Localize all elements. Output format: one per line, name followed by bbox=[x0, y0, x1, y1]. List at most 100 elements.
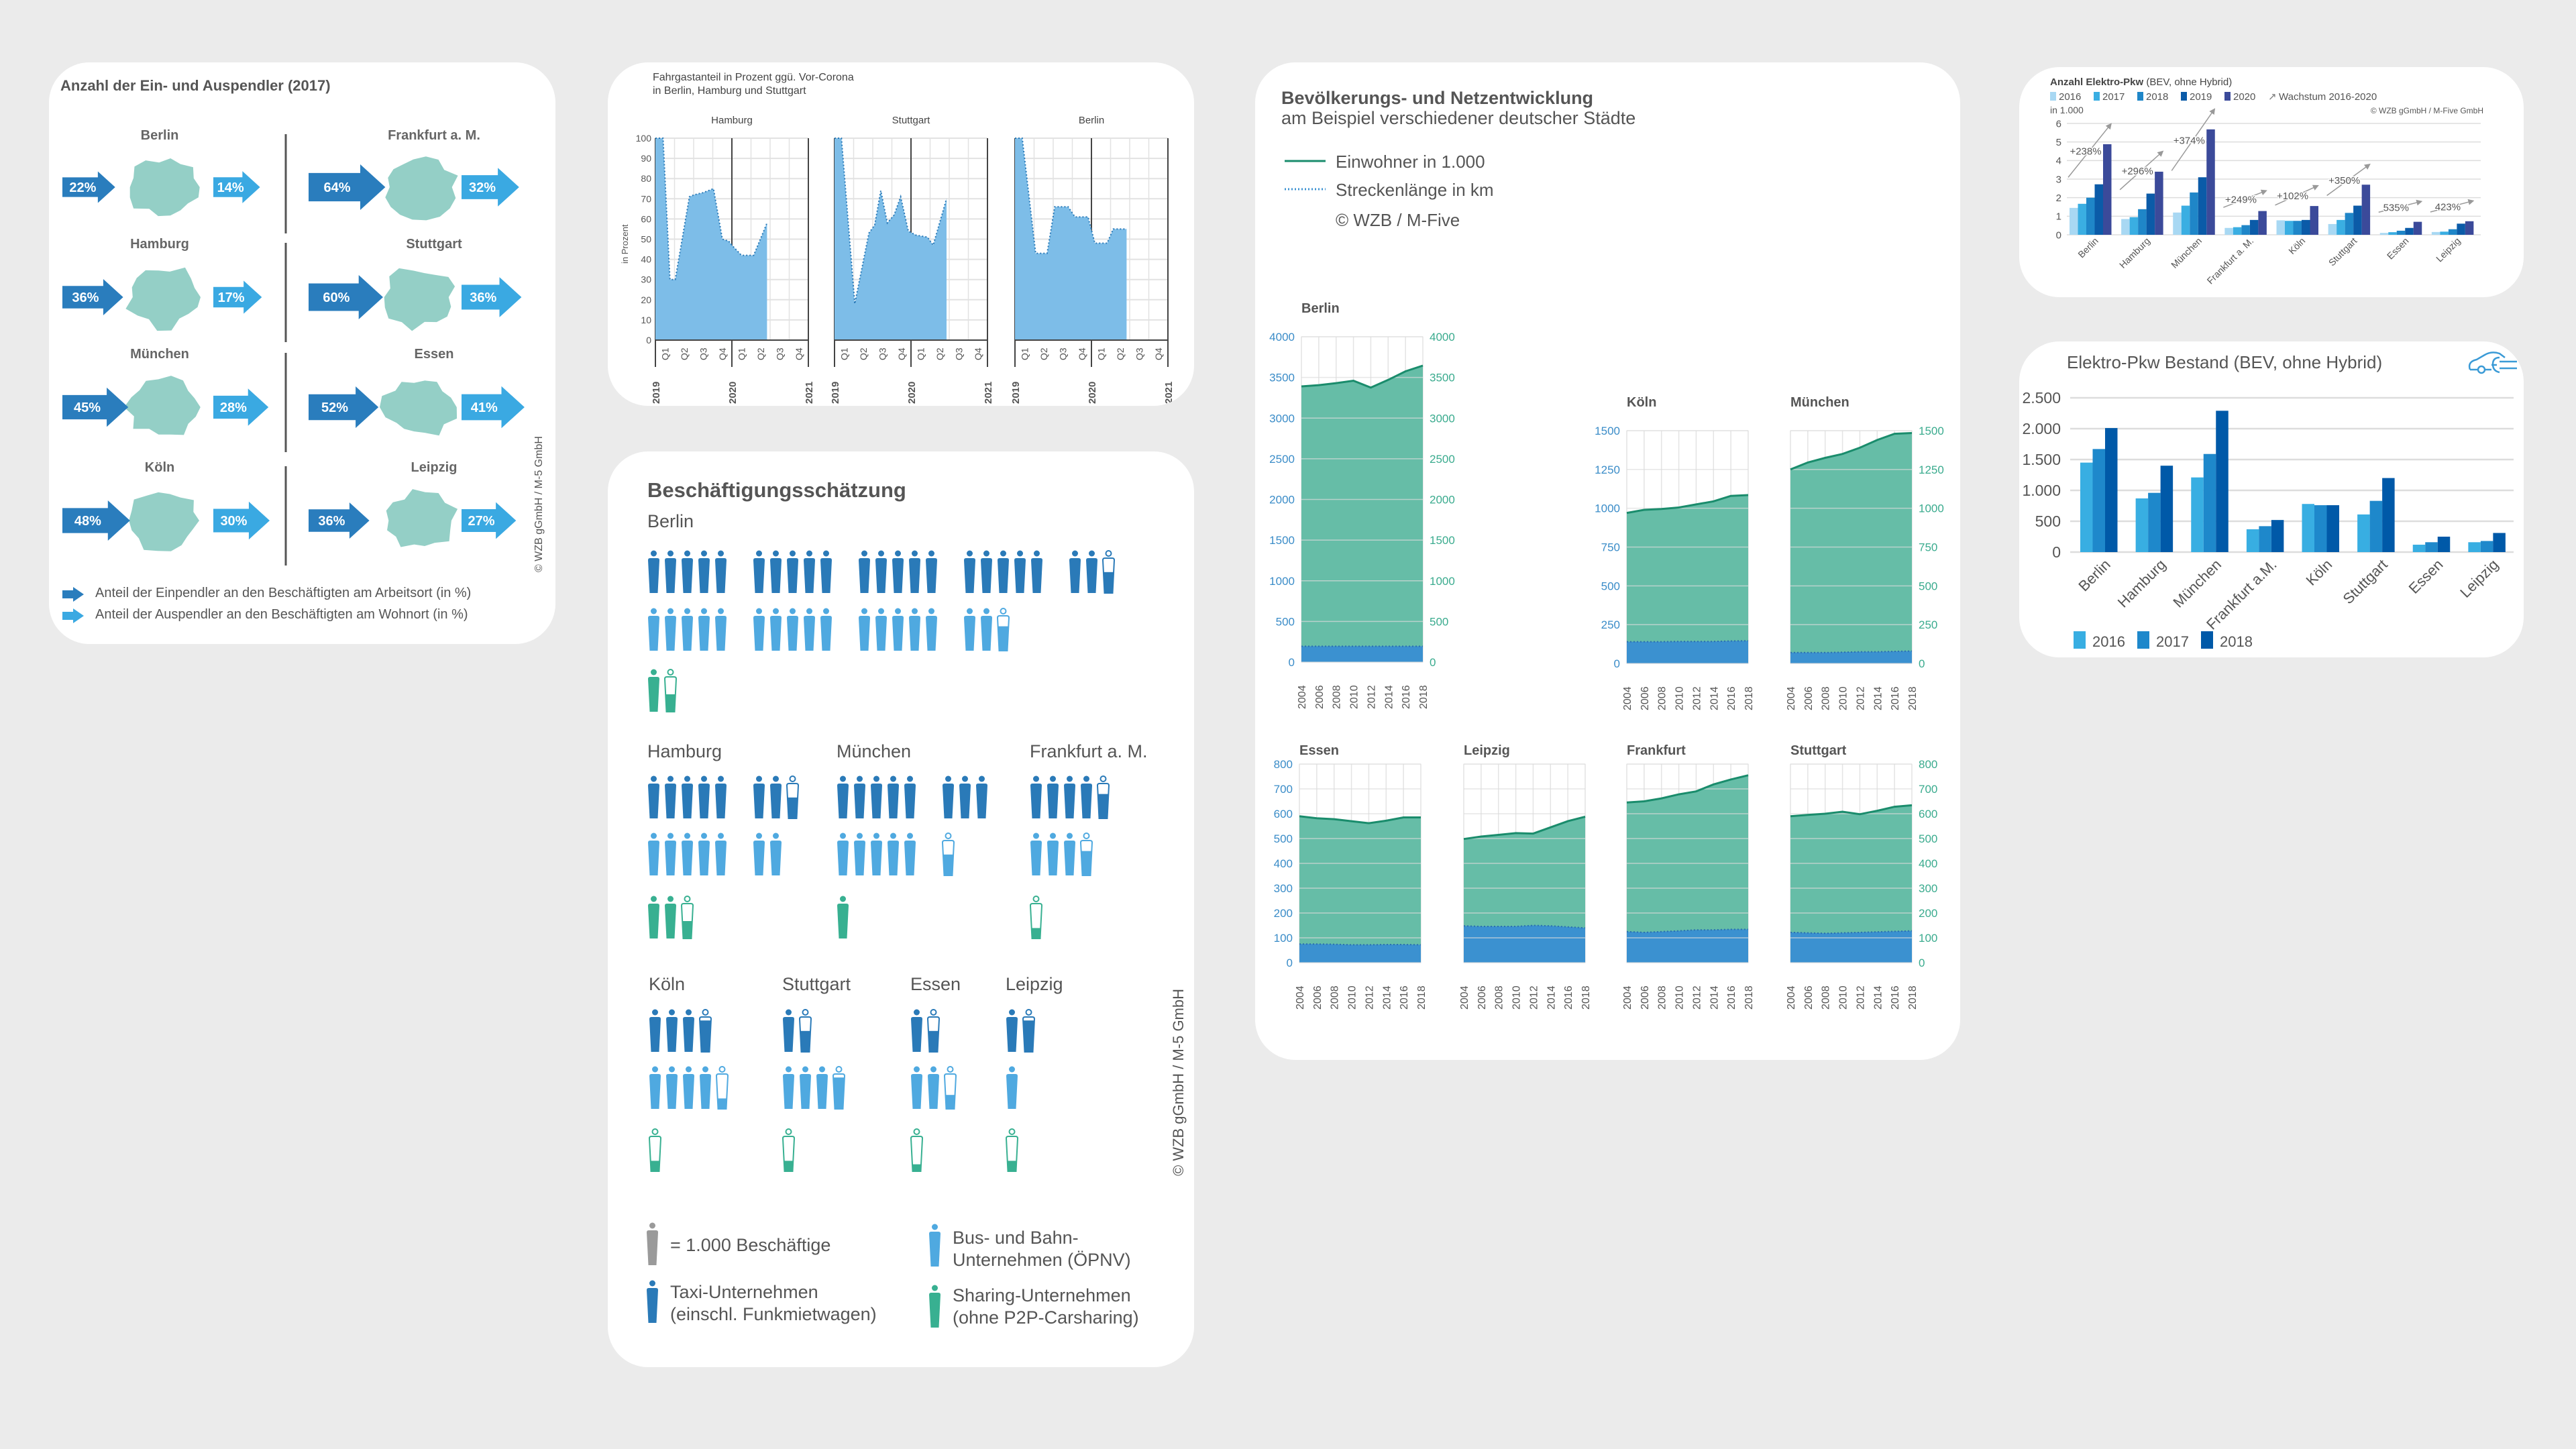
y-tick-label: 1.500 bbox=[2022, 451, 2061, 468]
y-tick-right: 250 bbox=[1919, 619, 1937, 631]
taxi-figure-icon bbox=[904, 775, 916, 818]
auspendler-arrow bbox=[213, 171, 260, 203]
y-tick-label: 0 bbox=[2056, 229, 2061, 241]
taxi-figure-icon bbox=[698, 775, 710, 818]
population-area bbox=[1627, 775, 1748, 963]
figure-head bbox=[652, 1066, 658, 1073]
x-tick-label: 2008 bbox=[1821, 985, 1832, 1010]
growth-label: +296% bbox=[2122, 166, 2153, 177]
bar-Leipzig-2016 bbox=[2468, 542, 2481, 552]
figure-head bbox=[684, 775, 690, 782]
y-tick-left: 700 bbox=[1274, 783, 1293, 796]
figure-body bbox=[854, 784, 865, 818]
quarter-label: Q4 bbox=[1153, 347, 1164, 360]
figure-head bbox=[890, 833, 896, 839]
panel-title: Berlin bbox=[1079, 115, 1104, 126]
figure-head bbox=[651, 833, 657, 839]
figure-head bbox=[669, 1009, 675, 1016]
figure-outline bbox=[910, 1136, 924, 1172]
oepnv-figure-icon bbox=[837, 833, 849, 875]
taxi-figure-icon bbox=[1069, 550, 1081, 593]
ev-count-card: Anzahl Elektro-Pkw (BEV, ohne Hybrid) in… bbox=[2019, 67, 2524, 297]
electric-car-plug-icon bbox=[2468, 352, 2517, 374]
figure-fill bbox=[1103, 572, 1114, 593]
y-tick-left: 1000 bbox=[1269, 575, 1295, 588]
taxi-figure-icon bbox=[1096, 775, 1110, 819]
sharing-figure-icon bbox=[665, 896, 676, 938]
bar-Köln-2019 bbox=[2302, 219, 2310, 235]
bar-Berlin-2016 bbox=[2070, 207, 2078, 235]
figure-head bbox=[861, 550, 867, 557]
bar-Leipzig-2019 bbox=[2457, 223, 2465, 235]
figure-fill bbox=[998, 626, 1009, 651]
sharing-figure-icon bbox=[910, 1128, 924, 1172]
y-tick-right: 600 bbox=[1919, 808, 1937, 820]
x-tick-label: 2018 bbox=[1416, 985, 1428, 1010]
employment-pictogram: Berlin Hamburg München Frankfurt a. M. Köln S… bbox=[647, 511, 1148, 1328]
network-line bbox=[1626, 928, 1748, 933]
taxi-figure-icon bbox=[1030, 775, 1042, 818]
copyright: © WZB gGmbH / M-5 GmbH bbox=[1170, 988, 1187, 1176]
y-tick-label: 90 bbox=[641, 153, 651, 164]
x-tick-label: 2004 bbox=[1295, 985, 1306, 1010]
taxi-figure-icon bbox=[1006, 1009, 1018, 1052]
x-tick-label: 2016 bbox=[1399, 985, 1410, 1010]
x-tick-label: 2012 bbox=[1855, 985, 1866, 1010]
population-title: Bevölkerungs- und Netzentwicklung bbox=[1281, 88, 1594, 108]
growth-label: +102% bbox=[2277, 191, 2308, 202]
panel-title: Essen bbox=[1299, 743, 1339, 758]
figure-head bbox=[806, 608, 812, 614]
y-tick-label: 50 bbox=[641, 234, 651, 245]
y-tick-label: 500 bbox=[2035, 513, 2061, 530]
figure-body bbox=[698, 558, 710, 593]
quarter-label: Q1 bbox=[736, 347, 747, 360]
line-berlin bbox=[1015, 138, 1127, 254]
category-label: Stuttgart bbox=[2339, 556, 2390, 607]
quarter-label: Q2 bbox=[1038, 347, 1049, 360]
year-label: 2019 bbox=[830, 382, 841, 404]
y-tick-label: 30 bbox=[641, 274, 651, 285]
einpendler-arrow bbox=[62, 500, 130, 541]
bar-Köln-2017 bbox=[2285, 221, 2294, 235]
figure-head bbox=[1033, 833, 1039, 839]
figure-body bbox=[1031, 558, 1042, 593]
figure-body bbox=[1006, 1074, 1018, 1109]
figure-head bbox=[686, 1066, 692, 1073]
bar-Stuttgart-2016 bbox=[2328, 223, 2337, 235]
taxi-figure-icon bbox=[1014, 550, 1026, 593]
bar-Essen-2019 bbox=[2405, 227, 2414, 235]
x-tick-label: 2018 bbox=[1907, 985, 1919, 1010]
legend-swatch bbox=[2201, 631, 2213, 649]
oepnv-figure-icon bbox=[875, 608, 887, 651]
taxi-figure-icon bbox=[648, 550, 659, 593]
bar-Essen-2016 bbox=[2379, 233, 2389, 235]
car-outline bbox=[2468, 352, 2506, 371]
figure-head bbox=[701, 608, 707, 614]
bar-Leipzig-2020 bbox=[2465, 221, 2474, 235]
legend-label: 2016 bbox=[2059, 91, 2081, 103]
figure-body bbox=[911, 1074, 922, 1109]
figure-body bbox=[1086, 558, 1097, 593]
figure-head bbox=[684, 608, 690, 614]
legend-sharing-label: (ohne P2P-Carsharing) bbox=[953, 1307, 1139, 1328]
figure-body bbox=[804, 616, 815, 651]
city-map-shape bbox=[386, 489, 458, 547]
quarter-label: Q4 bbox=[717, 347, 728, 360]
figure-head bbox=[947, 1066, 954, 1073]
population-area bbox=[1790, 433, 1912, 663]
year-label: 2021 bbox=[804, 382, 815, 404]
x-tick-label: 2018 bbox=[1907, 686, 1919, 710]
oepnv-figure-icon bbox=[700, 1066, 711, 1109]
figure-fill bbox=[943, 854, 954, 875]
figure-head bbox=[967, 608, 973, 614]
area-berlin bbox=[1015, 138, 1127, 340]
figure-head bbox=[1105, 550, 1112, 557]
oepnv-figure-icon bbox=[787, 608, 798, 651]
taxi-figure-icon bbox=[854, 775, 865, 818]
x-tick-label: 2014 bbox=[1709, 985, 1720, 1010]
figure-body bbox=[926, 558, 937, 593]
x-tick-label: 2008 bbox=[1494, 985, 1505, 1010]
oepnv-figure-icon bbox=[698, 833, 710, 875]
figure-body bbox=[770, 784, 782, 818]
bar-Stuttgart-2018 bbox=[2345, 213, 2354, 235]
